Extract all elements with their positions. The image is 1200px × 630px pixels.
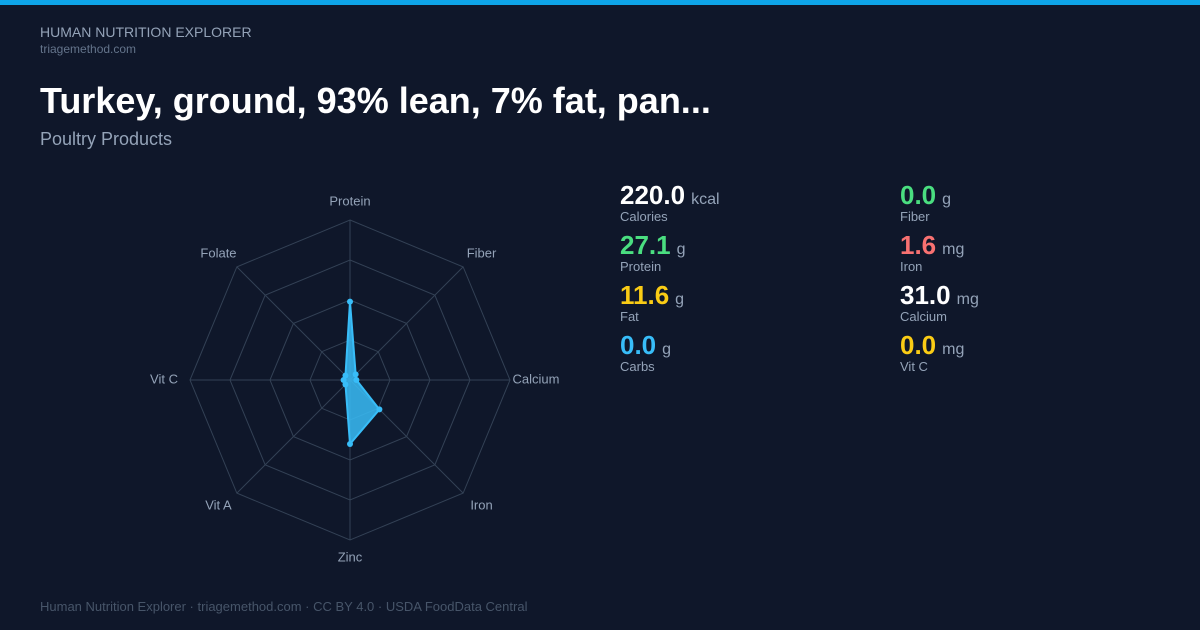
stat-unit: g xyxy=(942,191,952,208)
stat-value: 1.6 xyxy=(900,230,937,260)
stat-label: Calories xyxy=(620,209,668,224)
spoke xyxy=(236,379,351,494)
stat-row: 0.0 g xyxy=(620,330,870,361)
data-point xyxy=(376,406,383,413)
stat-row: 27.1 g xyxy=(620,230,870,261)
stat: 1.6 mg Iron xyxy=(900,230,1150,274)
stat-row: 0.0 mg xyxy=(900,330,1150,361)
stat-label: Fat xyxy=(620,309,639,324)
spoke xyxy=(349,266,464,381)
axis-label: Fiber xyxy=(467,246,497,261)
data-point xyxy=(340,377,347,383)
axis-label: Vit C xyxy=(150,371,178,386)
stat: 220.0 kcal Calories xyxy=(620,180,870,224)
stat-label: Vit C xyxy=(900,359,928,374)
stat-value: 0.0 xyxy=(900,180,937,210)
stat-value: 0.0 xyxy=(620,330,657,360)
brand: HUMAN NUTRITION EXPLORER xyxy=(40,24,252,40)
spoke xyxy=(236,266,351,381)
top-bar xyxy=(0,0,1200,5)
stat-label: Carbs xyxy=(620,359,655,374)
axis-label: Calcium xyxy=(513,371,560,386)
axis-label: Folate xyxy=(200,246,236,261)
stat-label: Fiber xyxy=(900,209,930,224)
stat-row: 11.6 g xyxy=(620,280,870,311)
subtitle: Poultry Products xyxy=(40,129,173,149)
data-point xyxy=(347,298,353,305)
title: Turkey, ground, 93% lean, 7% fat, pan... xyxy=(40,80,711,121)
stat-row: 0.0 g xyxy=(900,180,1150,211)
stat-unit: g xyxy=(662,341,672,358)
stat: 0.0 mg Vit C xyxy=(900,330,1150,374)
data-point xyxy=(347,441,353,447)
site: triagemethod.com xyxy=(40,42,137,56)
stat: 0.0 g Fiber xyxy=(900,180,1150,224)
stat-value: 220.0 xyxy=(620,180,686,210)
stat-row: 31.0 mg xyxy=(900,280,1150,311)
stat: 11.6 g Fat xyxy=(620,280,870,324)
stat-unit: mg xyxy=(942,241,965,258)
stat-row: 220.0 kcal xyxy=(620,180,870,211)
axis-label: Protein xyxy=(329,193,370,208)
stat: 31.0 mg Calcium xyxy=(900,280,1150,324)
stat-unit: mg xyxy=(956,291,979,308)
stat-label: Iron xyxy=(900,259,923,274)
stat-unit: kcal xyxy=(691,191,720,208)
stat-unit: g xyxy=(676,241,686,258)
stat-value: 11.6 xyxy=(620,280,670,310)
stat-label: Protein xyxy=(620,259,662,274)
stat-row: 1.6 mg xyxy=(900,230,1150,261)
axis-label: Zinc xyxy=(338,549,363,564)
stat-unit: mg xyxy=(942,341,965,358)
data-point xyxy=(342,381,349,388)
data-point xyxy=(352,371,359,378)
stat-unit: g xyxy=(675,291,685,308)
stat-value: 27.1 xyxy=(620,230,671,260)
axis-label: Iron xyxy=(470,497,492,512)
stat: 27.1 g Protein xyxy=(620,230,870,274)
stat-value: 0.0 xyxy=(900,330,937,360)
stat-value: 31.0 xyxy=(900,280,951,310)
stat: 0.0 g Carbs xyxy=(620,330,870,374)
stat-label: Calcium xyxy=(900,309,947,324)
footer: Human Nutrition Explorer · triagemethod.… xyxy=(40,599,528,614)
axis-label: Vit A xyxy=(205,497,232,512)
data-area xyxy=(342,301,381,447)
data-point xyxy=(353,377,360,383)
data-point xyxy=(342,372,349,379)
